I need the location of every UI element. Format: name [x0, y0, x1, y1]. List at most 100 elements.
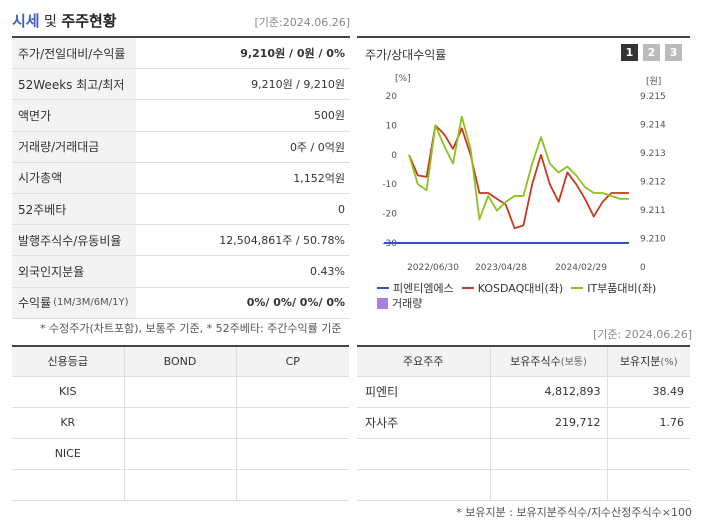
info-row: 52주베타 0: [12, 193, 350, 226]
credit-cell: KR: [12, 407, 125, 439]
chart-legend: 피엔티엠에스 KOSDAQ대비(좌) IT부품대비(좌) 거래량: [377, 278, 687, 313]
info-row: 액면가 500원: [12, 100, 350, 132]
info-label-text: 발행주식수/유동비율: [18, 233, 122, 248]
holder-ratio-cell: [607, 469, 690, 501]
info-row: 수익률 (1M/3M/6M/1Y) 0%/ 0%/ 0%/ 0%: [12, 287, 350, 319]
info-label-text: 수익률: [18, 296, 52, 311]
table-row: KIS: [12, 376, 349, 408]
credit-cell: [12, 469, 125, 501]
info-label-text: 거래량/거래대금: [18, 140, 100, 155]
info-label-text: 52Weeks 최고/최저: [18, 77, 125, 92]
info-value: 500원: [136, 107, 350, 123]
y-right-tick-label: 9.215: [640, 92, 666, 102]
chart-pagination: 1 2 3: [621, 44, 682, 61]
info-label: 액면가: [12, 100, 136, 131]
info-value-text: 1,152억원: [293, 171, 345, 185]
chart-page-1-button[interactable]: 1: [621, 44, 638, 61]
chart-panel: 주가/상대수익률 1 2 3 [%] [원] 20 10 0 -10 -20 -30 9.215…: [357, 36, 690, 312]
info-value: 0.43%: [136, 265, 350, 278]
table-row: 피엔티 4,812,893 38.49: [357, 376, 690, 408]
chart-title: 주가/상대수익률: [365, 48, 447, 62]
holders-header-name: 주요주주: [357, 346, 491, 377]
legend-label: KOSDAQ대비(좌): [477, 281, 564, 295]
info-value: 9,210원 / 0원 / 0%: [136, 45, 350, 61]
holders-header-ratio-unit: (%): [660, 357, 678, 369]
section-title-rest: 주주현황: [61, 12, 117, 30]
holder-ratio-cell: 38.49: [607, 376, 690, 408]
y-right-tick-label: 9.210: [640, 235, 666, 245]
price-info-note: * 수정주가(차트포함), 보통주 기준, * 52주베타: 주간수익률 기준: [40, 322, 342, 335]
info-label: 발행주식수/유동비율: [12, 225, 136, 256]
y-left-tick-label: -10: [382, 180, 397, 190]
info-label: 수익률 (1M/3M/6M/1Y): [12, 287, 136, 318]
info-label-sub: (1M/3M/6M/1Y): [53, 297, 129, 309]
legend-label: 거래량: [392, 296, 423, 310]
info-value: 0주 / 0억원: [136, 139, 350, 155]
info-value: 0%/ 0%/ 0%/ 0%: [136, 296, 350, 309]
info-row: 주가/전일대비/수익률 9,210원 / 0원 / 0%: [12, 38, 350, 70]
legend-item[interactable]: 거래량: [377, 296, 422, 311]
legend-swatch: [571, 287, 584, 289]
info-value-text: 0: [338, 202, 345, 216]
legend-item[interactable]: 피엔티엠에스: [377, 281, 454, 296]
credit-header-cp: CP: [236, 346, 349, 377]
holder-name-cell: [357, 469, 491, 501]
table-row: [357, 438, 690, 470]
y-right-tick-label: 9.214: [640, 121, 666, 131]
relative-return-chart: [%] [원]20100-10-20-309.2159.2149.2139.212…: [382, 74, 666, 273]
table-row: 자사주 219,712 1.76: [357, 407, 690, 439]
info-value: 1,152억원: [136, 170, 350, 186]
series-line-kosdaq: [408, 124, 629, 230]
credit-cell: [236, 469, 349, 501]
credit-cell: [236, 438, 349, 470]
y-left-unit: [%]: [395, 74, 411, 84]
holder-shares-cell: 4,812,893: [490, 376, 608, 408]
info-label-text: 52주베타: [18, 202, 67, 217]
y-left-tick-label: 0: [391, 151, 397, 161]
info-value-text: 0.43%: [310, 264, 345, 278]
holder-ratio-cell: 1.76: [607, 407, 690, 439]
y-right-tick-label: 9.212: [640, 178, 666, 188]
holder-shares-cell: 219,712: [490, 407, 608, 439]
info-label-text: 시가총액: [18, 171, 63, 186]
info-label-text: 주가/전일대비/수익률: [18, 46, 126, 61]
credit-rating-table: 신용등급 BOND CP KIS KR NICE: [12, 345, 349, 501]
holders-basis-date: [기준: 2024.06.26]: [592, 328, 692, 341]
info-row: 시가총액 1,152억원: [12, 162, 350, 194]
x-tick-label: 2022/06/30: [407, 263, 459, 273]
legend-item[interactable]: IT부품대비(좌): [571, 281, 656, 296]
info-label: 외국인지분율: [12, 256, 136, 287]
table-row: [357, 469, 690, 501]
info-value-text: 0%/ 0%/ 0%/ 0%: [246, 296, 345, 310]
info-row: 52Weeks 최고/최저 9,210원 / 9,210원: [12, 69, 350, 101]
table-row: KR: [12, 407, 349, 439]
info-label: 거래량/거래대금: [12, 131, 136, 162]
info-value-text: 12,504,861주 / 50.78%: [219, 234, 345, 248]
info-label: 52Weeks 최고/최저: [12, 69, 136, 100]
credit-cell: NICE: [12, 438, 125, 470]
info-label: 주가/전일대비/수익률: [12, 38, 136, 69]
info-value-text: 9,210원 / 9,210원: [251, 78, 345, 92]
info-value: 9,210원 / 9,210원: [136, 76, 350, 92]
y-right-unit: [원]: [646, 76, 661, 87]
y-left-tick-label: 10: [386, 121, 398, 131]
holder-name-cell: 피엔티: [357, 376, 491, 408]
holder-name-cell: 자사주: [357, 407, 491, 439]
info-value: 0: [136, 203, 350, 216]
legend-swatch: [377, 297, 388, 309]
holders-header-shares-unit: (보통): [560, 357, 587, 369]
table-row: NICE: [12, 438, 349, 470]
credit-cell: [124, 469, 237, 501]
x-tick-label: 2023/04/28: [475, 263, 527, 273]
section-title: 시세 및 주주현황: [12, 10, 117, 31]
chart-page-3-button[interactable]: 3: [665, 44, 682, 61]
chart-page-2-button[interactable]: 2: [643, 44, 660, 61]
price-info-table: 주가/전일대비/수익률 9,210원 / 0원 / 0% 52Weeks 최고/최저…: [12, 36, 350, 319]
legend-label: 피엔티엠에스: [393, 281, 454, 295]
credit-cell: [124, 376, 237, 408]
holders-header-shares: 보유주식수(보통): [490, 346, 608, 377]
holders-header-ratio: 보유지분(%): [607, 346, 690, 377]
legend-item[interactable]: KOSDAQ대비(좌): [461, 281, 564, 296]
y-left-tick-label: 20: [386, 92, 398, 102]
credit-cell: KIS: [12, 376, 125, 408]
